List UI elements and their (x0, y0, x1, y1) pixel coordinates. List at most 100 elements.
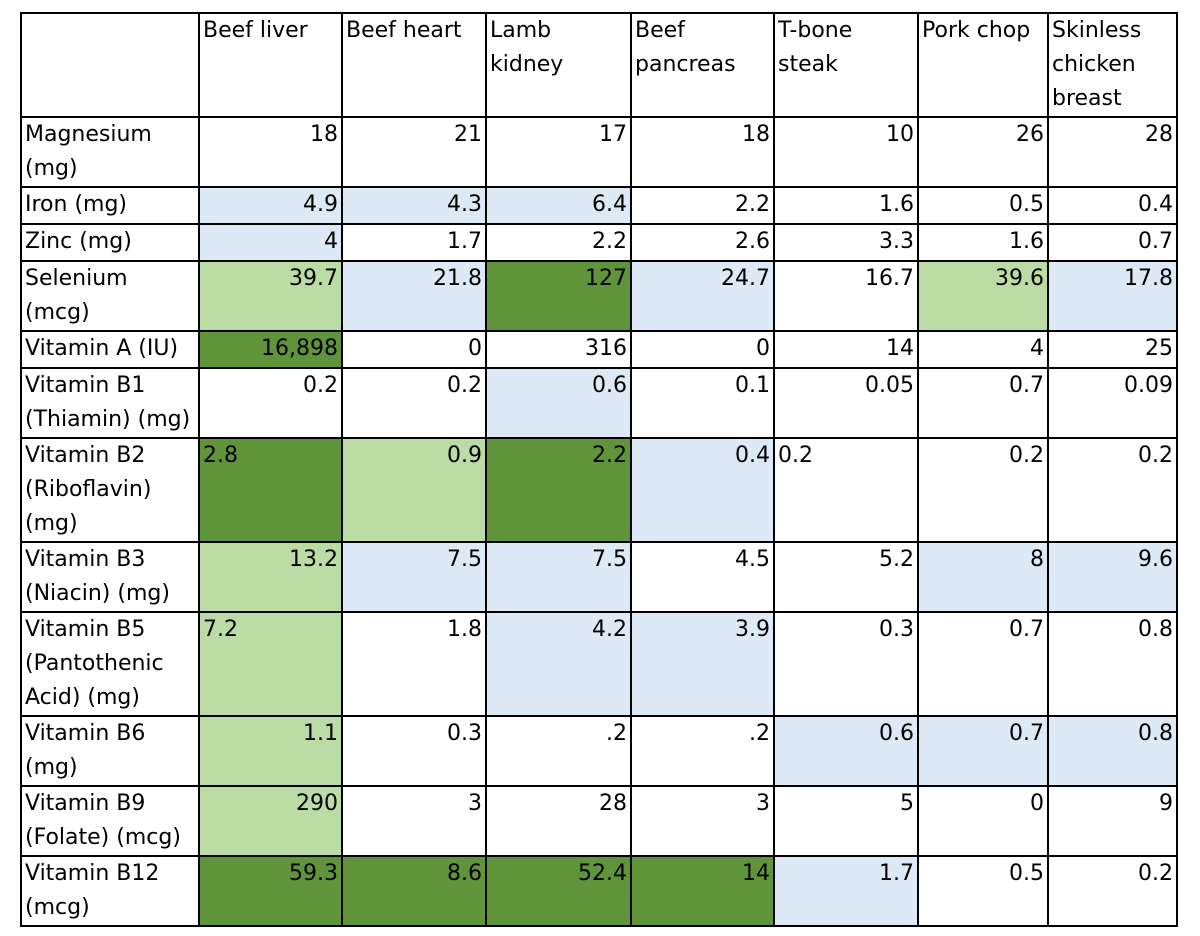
value-cell: 2.2 (485, 223, 632, 262)
value-cell: 4.5 (630, 541, 775, 613)
value-cell: 21.8 (341, 260, 487, 332)
header-row: Beef liver Beef heart Lamb kidney Beef p… (20, 12, 1178, 118)
column-header: Beef pancreas (630, 12, 775, 118)
value-cell: 0.7 (1047, 223, 1178, 262)
value-cell: 0.3 (773, 611, 919, 717)
value-cell: 39.7 (198, 260, 343, 332)
value-cell: .2 (485, 715, 632, 787)
row-label: Vitamin B2 (Riboflavin) (mg) (20, 437, 200, 543)
column-header: Skinless chicken breast (1047, 12, 1178, 118)
row-label: Magnesium (mg) (20, 116, 200, 188)
value-cell: 0.1 (630, 367, 775, 439)
value-cell: 1.7 (341, 223, 487, 262)
value-cell: 28 (1047, 116, 1178, 188)
value-cell: 18 (630, 116, 775, 188)
value-cell: 0.6 (773, 715, 919, 787)
value-cell: 7.5 (341, 541, 487, 613)
table-body: Beef liver Beef heart Lamb kidney Beef p… (20, 12, 1178, 927)
value-cell: 9.6 (1047, 541, 1178, 613)
value-cell: 316 (485, 330, 632, 369)
row-label: Vitamin A (IU) (20, 330, 200, 369)
value-cell: 0.05 (773, 367, 919, 439)
value-cell: 3.3 (773, 223, 919, 262)
table-row: Vitamin B2 (Riboflavin) (mg) 2.8 0.9 2.2 0.4… (20, 437, 1178, 543)
value-cell: 10 (773, 116, 919, 188)
value-cell: 16,898 (198, 330, 343, 369)
value-cell: 0.5 (917, 855, 1049, 927)
nutrient-comparison-table: Beef liver Beef heart Lamb kidney Beef p… (20, 12, 1178, 927)
value-cell: 25 (1047, 330, 1178, 369)
value-cell: 4.3 (341, 186, 487, 225)
value-cell: 3 (341, 785, 487, 857)
row-label: Vitamin B12 (mcg) (20, 855, 200, 927)
value-cell: 17.8 (1047, 260, 1178, 332)
value-cell: 127 (485, 260, 632, 332)
value-cell: 9 (1047, 785, 1178, 857)
table-row: Iron (mg) 4.9 4.3 6.4 2.2 1.6 0.5 0.4 (20, 186, 1178, 225)
column-header: Beef liver (198, 12, 343, 118)
value-cell: 0.8 (1047, 611, 1178, 717)
value-cell: 0.7 (917, 715, 1049, 787)
value-cell: 2.8 (198, 437, 343, 543)
table-row: Vitamin A (IU) 16,898 0 316 0 14 4 25 (20, 330, 1178, 369)
value-cell: 1.1 (198, 715, 343, 787)
value-cell: 3 (630, 785, 775, 857)
value-cell: 0.4 (1047, 186, 1178, 225)
value-cell: 0 (630, 330, 775, 369)
value-cell: 0.2 (341, 367, 487, 439)
value-cell: 0.2 (1047, 855, 1178, 927)
column-header: T-bone steak (773, 12, 919, 118)
table-row: Magnesium (mg) 18 21 17 18 10 26 28 (20, 116, 1178, 188)
table-row: Vitamin B6 (mg) 1.1 0.3.2.2 0.6 0.7 0.8 (20, 715, 1178, 787)
value-cell: 0 (341, 330, 487, 369)
value-cell: 5.2 (773, 541, 919, 613)
row-label: Iron (mg) (20, 186, 200, 225)
row-label: Vitamin B3 (Niacin) (mg) (20, 541, 200, 613)
value-cell: 6.4 (485, 186, 632, 225)
value-cell: 0.2 (773, 437, 919, 543)
value-cell: 0.09 (1047, 367, 1178, 439)
value-cell: 8.6 (341, 855, 487, 927)
row-label: Vitamin B6 (mg) (20, 715, 200, 787)
value-cell: 1.8 (341, 611, 487, 717)
value-cell: 18 (198, 116, 343, 188)
value-cell: 4 (198, 223, 343, 262)
value-cell: 26 (917, 116, 1049, 188)
table-row: Vitamin B12 (mcg) 59.3 8.6 52.4 14 1.7 0.5 0.2 (20, 855, 1178, 927)
value-cell: 28 (485, 785, 632, 857)
value-cell: 0.7 (917, 367, 1049, 439)
value-cell: 14 (630, 855, 775, 927)
value-cell: 0.7 (917, 611, 1049, 717)
value-cell: 0.5 (917, 186, 1049, 225)
table-row: Vitamin B5 (Pantothenic Acid) (mg) 7.2 1.8… (20, 611, 1178, 717)
value-cell: 16.7 (773, 260, 919, 332)
value-cell: 4 (917, 330, 1049, 369)
corner-cell (20, 12, 200, 118)
value-cell: 59.3 (198, 855, 343, 927)
table-row: Zinc (mg) 4 1.7 2.2 2.6 3.3 1.6 0.7 (20, 223, 1178, 262)
value-cell: 0.9 (341, 437, 487, 543)
value-cell: 0.2 (198, 367, 343, 439)
value-cell: 0.3 (341, 715, 487, 787)
value-cell: 0.2 (1047, 437, 1178, 543)
row-label: Vitamin B9 (Folate) (mcg) (20, 785, 200, 857)
value-cell: 7.5 (485, 541, 632, 613)
value-cell: 2.6 (630, 223, 775, 262)
value-cell: .2 (630, 715, 775, 787)
row-label: Vitamin B5 (Pantothenic Acid) (mg) (20, 611, 200, 717)
value-cell: 2.2 (630, 186, 775, 225)
value-cell: 0.4 (630, 437, 775, 543)
value-cell: 24.7 (630, 260, 775, 332)
row-label: Vitamin B1 (Thiamin) (mg) (20, 367, 200, 439)
value-cell: 13.2 (198, 541, 343, 613)
column-header: Lamb kidney (485, 12, 632, 118)
value-cell: 8 (917, 541, 1049, 613)
value-cell: 4.2 (485, 611, 632, 717)
value-cell: 0.2 (917, 437, 1049, 543)
value-cell: 5 (773, 785, 919, 857)
value-cell: 14 (773, 330, 919, 369)
value-cell: 39.6 (917, 260, 1049, 332)
value-cell: 0.6 (485, 367, 632, 439)
value-cell: 7.2 (198, 611, 343, 717)
value-cell: 21 (341, 116, 487, 188)
